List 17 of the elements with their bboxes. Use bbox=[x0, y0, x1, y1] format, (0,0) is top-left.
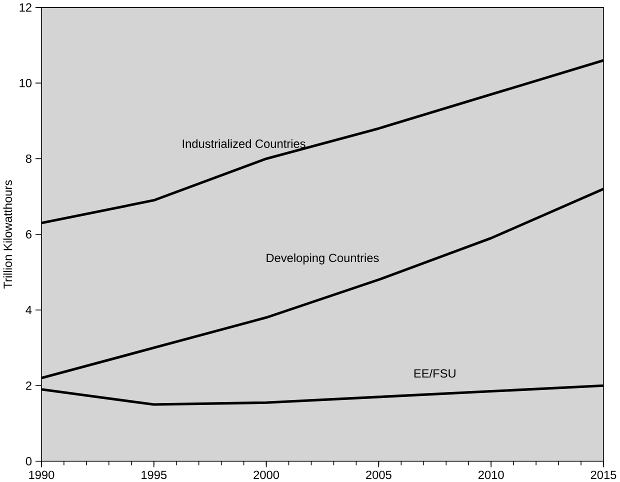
y-tick-label: 8 bbox=[26, 154, 32, 163]
y-tick-label: 6 bbox=[26, 230, 32, 238]
x-tick-label: 1995 bbox=[142, 470, 167, 479]
series-label: Industrialized Countries bbox=[182, 139, 306, 148]
y-tick-label: 0 bbox=[26, 456, 32, 466]
y-tick-label: 12 bbox=[20, 3, 32, 12]
x-tick-label: 2000 bbox=[254, 470, 280, 479]
x-tick-label: 1990 bbox=[29, 470, 54, 479]
y-tick-label: 2 bbox=[26, 381, 32, 390]
x-tick-label: 2010 bbox=[478, 470, 504, 479]
y-axis-title: Trillion Kilowatthours bbox=[3, 180, 12, 288]
y-tick-label: 4 bbox=[26, 306, 32, 314]
y-tick-label: 10 bbox=[20, 78, 32, 88]
x-tick-label: 2015 bbox=[590, 470, 616, 479]
x-tick-label: 2005 bbox=[366, 470, 392, 479]
series-label: EE/FSU bbox=[414, 368, 456, 378]
series-label: Developing Countries bbox=[266, 253, 379, 264]
